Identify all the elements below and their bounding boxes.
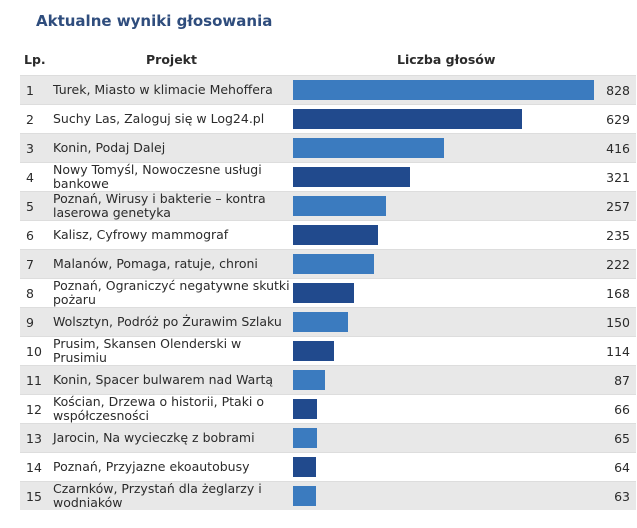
- vote-count: 828: [606, 82, 630, 98]
- table-row: 12 Kościan, Drzewa o historii, Ptaki o ws…: [20, 394, 636, 423]
- table-row: 6 Kalisz, Cyfrowy mammograf 235: [20, 220, 636, 249]
- row-number: 12: [26, 401, 42, 417]
- project-name: Suchy Las, Zaloguj się w Log24.pl: [53, 111, 265, 126]
- header-lp: Lp.: [24, 52, 46, 67]
- vote-count: 416: [606, 140, 630, 156]
- project-name: Turek, Miasto w klimacie Mehoffera: [53, 82, 273, 97]
- vote-bar: [293, 80, 594, 100]
- vote-count: 168: [606, 285, 630, 301]
- table-row: 1 Turek, Miasto w klimacie Mehoffera 828: [20, 75, 636, 104]
- vote-count: 257: [606, 198, 630, 214]
- table-row: 2 Suchy Las, Zaloguj się w Log24.pl 629: [20, 104, 636, 133]
- row-number: 5: [26, 198, 34, 214]
- vote-count: 87: [614, 372, 630, 388]
- header-project: Projekt: [146, 52, 197, 67]
- table-row: 5 Poznań, Wirusy i bakterie – kontra lase…: [20, 191, 636, 220]
- row-number: 9: [26, 314, 34, 330]
- row-number: 10: [26, 343, 42, 359]
- row-number: 6: [26, 227, 34, 243]
- row-number: 3: [26, 140, 34, 156]
- vote-bar: [293, 428, 317, 448]
- table-row: 7 Malanów, Pomaga, ratuje, chroni 222: [20, 249, 636, 278]
- vote-bar: [293, 109, 522, 129]
- vote-bar: [293, 399, 317, 419]
- vote-count: 321: [606, 169, 630, 185]
- vote-count: 114: [606, 343, 630, 359]
- project-name: Wolsztyn, Podróż po Żurawim Szlaku: [53, 314, 282, 329]
- table-row: 3 Konin, Podaj Dalej 416: [20, 133, 636, 162]
- project-name: Poznań, Przyjazne ekoautobusy: [53, 459, 250, 474]
- header-votes: Liczba głosów: [397, 52, 496, 67]
- project-name: Nowy Tomyśl, Nowoczesne usługi bankowe: [53, 162, 262, 191]
- results-table: 1 Turek, Miasto w klimacie Mehoffera 828 2 S…: [20, 75, 636, 510]
- row-number: 8: [26, 285, 34, 301]
- vote-bar: [293, 138, 444, 158]
- vote-bar: [293, 283, 354, 303]
- table-row: 9 Wolsztyn, Podróż po Żurawim Szlaku 150: [20, 307, 636, 336]
- vote-bar: [293, 254, 374, 274]
- table-row: 13 Jarocin, Na wycieczkę z bobrami 65: [20, 423, 636, 452]
- project-name: Malanów, Pomaga, ratuje, chroni: [53, 256, 258, 271]
- project-name: Konin, Podaj Dalej: [53, 140, 166, 155]
- row-number: 4: [26, 169, 34, 185]
- table-row: 8 Poznań, Ograniczyć negatywne skutki poż…: [20, 278, 636, 307]
- project-name: Poznań, Wirusy i bakterie – kontra laser…: [53, 191, 266, 220]
- project-name: Konin, Spacer bulwarem nad Wartą: [53, 372, 274, 387]
- table-row: 11 Konin, Spacer bulwarem nad Wartą 87: [20, 365, 636, 394]
- vote-bar: [293, 225, 378, 245]
- row-number: 15: [26, 488, 42, 504]
- table-row: 14 Poznań, Przyjazne ekoautobusy 64: [20, 452, 636, 481]
- row-number: 11: [26, 372, 42, 388]
- vote-bar: [293, 167, 410, 187]
- vote-count: 63: [614, 488, 630, 504]
- vote-count: 222: [606, 256, 630, 272]
- project-name: Kalisz, Cyfrowy mammograf: [53, 227, 229, 242]
- table-row: 4 Nowy Tomyśl, Nowoczesne usługi bankowe 3…: [20, 162, 636, 191]
- vote-count: 235: [606, 227, 630, 243]
- project-name: Prusim, Skansen Olenderski w Prusimiu: [53, 336, 242, 365]
- vote-bar: [293, 370, 325, 390]
- vote-bar: [293, 341, 334, 361]
- project-name: Poznań, Ograniczyć negatywne skutki poża…: [53, 278, 290, 307]
- vote-bar: [293, 457, 316, 477]
- vote-count: 150: [606, 314, 630, 330]
- project-name: Czarnków, Przystań dla żeglarzy i wodnia…: [53, 481, 262, 510]
- row-number: 14: [26, 459, 42, 475]
- table-row: 10 Prusim, Skansen Olenderski w Prusimiu 1…: [20, 336, 636, 365]
- vote-bar: [293, 312, 348, 332]
- table-header: Lp. Projekt Liczba głosów: [0, 47, 637, 75]
- vote-bar: [293, 196, 386, 216]
- row-number: 7: [26, 256, 34, 272]
- vote-count: 65: [614, 430, 630, 446]
- row-number: 2: [26, 111, 34, 127]
- vote-bar: [293, 486, 316, 506]
- project-name: Jarocin, Na wycieczkę z bobrami: [53, 430, 255, 445]
- project-name: Kościan, Drzewa o historii, Ptaki o wspó…: [53, 394, 265, 423]
- vote-count: 64: [614, 459, 630, 475]
- table-row: 15 Czarnków, Przystań dla żeglarzy i wodn…: [20, 481, 636, 510]
- row-number: 13: [26, 430, 42, 446]
- row-number: 1: [26, 82, 34, 98]
- page-title: Aktualne wyniki głosowania: [36, 12, 273, 30]
- vote-count: 629: [606, 111, 630, 127]
- vote-count: 66: [614, 401, 630, 417]
